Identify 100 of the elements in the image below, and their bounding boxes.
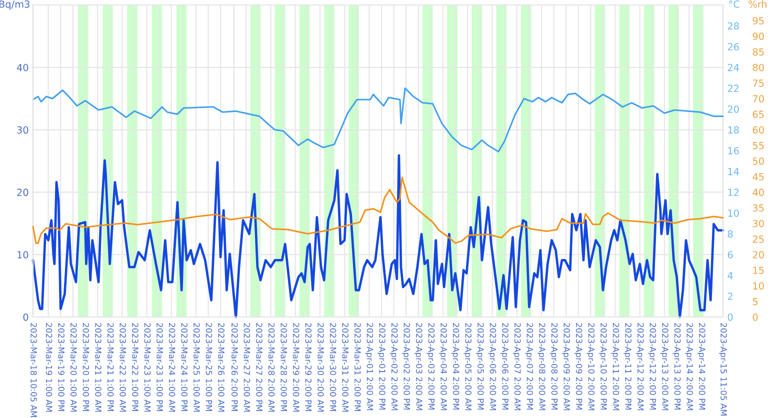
x-tick-label: 2023-Apr-04 2:00 PM xyxy=(451,323,460,410)
x-tick-label: 2023-Mar-29 2:00 PM xyxy=(305,323,312,411)
y2-tick-label: 26 xyxy=(728,43,739,50)
y2-tick-label: 0 xyxy=(728,313,733,321)
x-tick-label: 2023-Mar-31 2:00 AM xyxy=(342,323,348,412)
x-tick-label: 2023-Apr-02 2:00 AM xyxy=(390,323,398,410)
x-tick-label: 2023-Apr-08 2:00 PM xyxy=(550,323,558,410)
y2-tick-label: 18 xyxy=(728,126,739,134)
x-tick-label: 2023-Apr-02 2:00 PM xyxy=(402,323,410,410)
y3-tick-label: 20 xyxy=(752,251,764,258)
x-tick-label: 2023-Mar-28 2:00 PM xyxy=(280,323,287,411)
y3-tick-label: 50 xyxy=(752,157,764,165)
y3-tick-label: 35 xyxy=(752,204,764,212)
x-tick-label: 2023-Mar-19 1:00 AM xyxy=(46,323,52,412)
x-tick-label: 2023-Mar-27 2:00 PM xyxy=(256,323,262,411)
line-series xyxy=(32,154,724,318)
x-tick-label: 2023-Apr-06 2:00 PM xyxy=(500,323,508,410)
y3-tick-label: 90 xyxy=(752,32,764,40)
x-tick-label: 2023-Mar-29 2:00 AM xyxy=(292,323,300,412)
x-tick-label: 2023-Apr-07 2:00 AM xyxy=(512,323,521,410)
y2-tick-label: 8 xyxy=(728,230,733,238)
x-tick-label: 2023-Mar-21 1:00 PM xyxy=(107,323,114,411)
x-tick-label: 2023-Mar-30 2:00 AM xyxy=(318,323,324,412)
y-tick-label: 20 xyxy=(17,188,28,196)
y2-axis-title: °C xyxy=(729,0,740,8)
y-tick-label: 30 xyxy=(17,126,28,134)
x-tick-label: 2023-Apr-13 2:00 AM xyxy=(660,323,668,410)
y3-tick-label: 40 xyxy=(752,188,764,196)
y2-tick-label: 24 xyxy=(728,64,739,72)
y2-tick-label: 28 xyxy=(728,22,739,30)
y-tick-label: 10 xyxy=(18,251,28,258)
x-tick-label: 2023-Apr-05 2:00 AM xyxy=(464,323,472,410)
x-tick-label: 2023-Apr-13 2:00 PM xyxy=(672,323,681,410)
y3-tick-label: 75 xyxy=(752,80,764,87)
y3-axis-title: %rh xyxy=(748,0,767,8)
y-tick-label: 0 xyxy=(23,313,28,321)
y-tick-label: 40 xyxy=(16,64,28,72)
x-tick-label: 2023-Apr-07 2:00 PM xyxy=(525,323,534,410)
y2-tick-label: 10 xyxy=(728,209,739,217)
x-tick-label: 2023-Apr-14 2:00 AM xyxy=(685,323,693,410)
y3-tick-label: 5 xyxy=(752,298,758,306)
x-tick-label: 2023-Mar-21 1:00 AM xyxy=(95,323,102,412)
x-tick-label: 2023-Apr-03 2:00 PM xyxy=(426,323,435,410)
x-tick-label: 2023-Mar-26 1:00 AM xyxy=(218,323,224,412)
x-tick-label: 2023-Mar-24 1:00 PM xyxy=(181,323,188,411)
y3-tick-label: 55 xyxy=(752,142,764,150)
x-tick-label: 2023-Apr-03 2:00 AM xyxy=(414,323,422,410)
x-tick-label: 2023-Apr-05 2:00 PM xyxy=(476,323,484,410)
line-series xyxy=(32,176,724,244)
y2-tick-label: 4 xyxy=(728,272,733,280)
x-tick-label: 2023-Mar-20 1:00 PM xyxy=(82,323,90,411)
x-tick-label: 2023-Mar-22 1:00 PM xyxy=(132,323,138,411)
x-tick-label: 2023-Apr-12 2:00 AM xyxy=(636,323,644,410)
x-tick-label: 2023-Mar-25 1:00 AM xyxy=(194,323,200,412)
x-tick-label: 2023-Apr-09 2:00 AM xyxy=(562,323,570,410)
y3-tick-label: 65 xyxy=(752,110,764,118)
x-tick-label: 2023-Apr-09 2:00 PM xyxy=(574,323,582,410)
y3-tick-label: 80 xyxy=(752,64,764,72)
x-tick-label: 2023-Mar-20 1:00 AM xyxy=(70,323,77,412)
x-tick-label: 2023-Apr-11 2:00 AM xyxy=(611,323,620,410)
y2-tick-label: 20 xyxy=(728,105,739,113)
y3-tick-label: 10 xyxy=(753,282,764,290)
y3-tick-label: 70 xyxy=(752,95,764,102)
x-tick-label: 2023-Apr-10 2:00 PM xyxy=(598,323,607,410)
x-tick-label: 2023-Mar-25 1:00 PM xyxy=(206,323,212,411)
y3-tick-label: 25 xyxy=(752,235,764,243)
x-tick-label: 2023-Mar-24 1:00 AM xyxy=(168,323,176,412)
x-tick-label: 2023-Mar-31 2:00 PM xyxy=(354,323,361,411)
x-tick-label: 2023-Apr-01 2:00 PM xyxy=(377,323,386,410)
x-tick-label: 2023-Mar-27 2:00 AM xyxy=(244,323,250,412)
line-series xyxy=(32,87,724,152)
x-tick-label: 2023-Apr-04 2:00 AM xyxy=(438,323,447,410)
y2-tick-label: 22 xyxy=(728,84,739,92)
x-tick-label: 2023-Mar-30 2:00 PM xyxy=(330,323,336,411)
x-tick-label: 2023-Mar-28 2:00 AM xyxy=(268,323,275,412)
x-tick-label: 2023-Mar-22 1:00 AM xyxy=(120,323,126,412)
x-tick-label: 2023-Mar-23 1:00 AM xyxy=(144,323,151,412)
y3-tick-label: 0 xyxy=(752,313,758,321)
y3-tick-label: 45 xyxy=(752,173,764,180)
x-tick-label: 2023-Apr-10 2:00 AM xyxy=(586,323,595,410)
y2-tick-label: 2 xyxy=(728,292,732,300)
y3-tick-label: 95 xyxy=(752,17,764,24)
x-tick-label: 2023-Apr-08 2:00 AM xyxy=(537,323,546,410)
y2-tick-label: 16 xyxy=(728,147,739,154)
x-tick-label: 2023-Apr-01 2:00 AM xyxy=(365,323,374,410)
x-tick-label: 2023-Mar-23 1:00 PM xyxy=(156,323,163,411)
x-tick-label: 2023-Apr-06 2:00 AM xyxy=(488,323,496,410)
x-tick-label: 2023-Mar-26 2:00 PM xyxy=(231,323,238,411)
y2-tick-label: 6 xyxy=(728,251,733,258)
x-tick-label: 2023-Apr-11 2:00 PM xyxy=(624,323,632,410)
y2-tick-label: 14 xyxy=(728,168,739,176)
x-tick-label: 2023-Mar-19 1:00 PM xyxy=(58,323,64,411)
x-tick-label: 2023-Apr-15 11:05 AM xyxy=(718,323,727,416)
y3-tick-label: 85 xyxy=(752,48,764,56)
y3-tick-label: 15 xyxy=(753,266,764,274)
y3-tick-label: 30 xyxy=(752,220,764,228)
x-tick-label: 2023-Mar-18 10:05 AM xyxy=(30,323,37,417)
y3-tick-label: 60 xyxy=(752,126,764,134)
y2-tick-label: 12 xyxy=(728,188,739,196)
x-tick-label: 2023-Apr-12 2:00 PM xyxy=(648,323,656,410)
